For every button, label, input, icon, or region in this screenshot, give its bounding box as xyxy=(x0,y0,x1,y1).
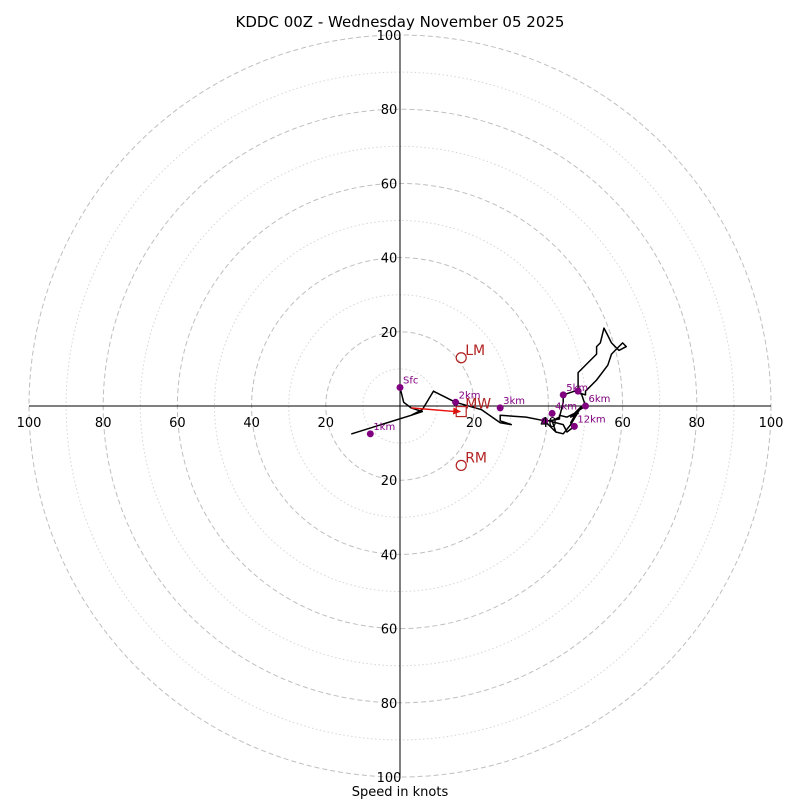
shear-vector-arrowhead xyxy=(453,407,462,415)
hodograph-trace-group xyxy=(351,327,628,435)
y-tick-label: 40 xyxy=(381,252,398,267)
motion-marker-label: LM xyxy=(465,343,485,359)
x-axis-label: Speed in knots xyxy=(352,785,449,800)
height-marker-point xyxy=(366,430,374,438)
x-tick-label: 80 xyxy=(689,416,706,431)
x-tick-label: 20 xyxy=(466,416,483,431)
x-tick-label: 40 xyxy=(243,416,260,431)
motion-marker-circle xyxy=(455,459,467,471)
height-marker-label: 1km xyxy=(373,422,395,433)
height-marker-point xyxy=(574,387,582,395)
height-marker-point xyxy=(559,391,567,399)
axes xyxy=(29,35,771,777)
motion-marker-label: MW xyxy=(465,397,491,413)
tick-labels: 100 80 60 40 20 20 40 60 80 100 100 80 60 40 20 20 40 60 8… xyxy=(17,29,784,786)
y-tick-label: 80 xyxy=(381,697,398,712)
y-tick-label: 60 xyxy=(381,623,398,638)
shear-vector-group xyxy=(411,407,462,415)
y-tick-label: 100 xyxy=(377,771,402,786)
hodograph-trace xyxy=(351,327,628,435)
height-markers: Sfc1km2km3km4km5km6km12km xyxy=(366,375,611,438)
y-tick-label: 60 xyxy=(381,177,398,192)
storm-motion-markers: LM MW RM xyxy=(455,343,491,471)
x-tick-label: 60 xyxy=(614,416,631,431)
height-marker-point xyxy=(496,404,504,412)
y-tick-label: 80 xyxy=(381,103,398,118)
height-marker-point xyxy=(396,383,404,391)
y-tick-label: 20 xyxy=(381,474,398,489)
height-marker-point xyxy=(570,422,578,430)
x-tick-label: 100 xyxy=(17,416,42,431)
shear-vector-line xyxy=(411,407,456,413)
height-marker-point xyxy=(452,398,460,406)
x-tick-label: 20 xyxy=(318,416,335,431)
height-marker-label: 12km xyxy=(577,414,605,425)
x-tick-label: 100 xyxy=(759,416,784,431)
y-tick-label: 40 xyxy=(381,548,398,563)
motion-marker-circle xyxy=(455,352,467,364)
height-marker-point xyxy=(548,409,556,417)
motion-marker-square xyxy=(455,405,467,418)
height-marker-label: 3km xyxy=(503,396,525,407)
x-tick-label: 40 xyxy=(540,416,557,431)
motion-marker-label: RM xyxy=(465,450,487,466)
height-marker-label: 6km xyxy=(589,394,611,405)
height-marker-label: 4km xyxy=(555,401,577,412)
height-marker-label: 2km xyxy=(459,390,481,401)
chart-title: KDDC 00Z - Wednesday November 05 2025 xyxy=(236,13,565,31)
y-tick-label: 20 xyxy=(381,326,398,341)
x-tick-label: 60 xyxy=(169,416,186,431)
y-tick-label: 100 xyxy=(377,29,402,44)
x-tick-label: 80 xyxy=(95,416,112,431)
height-marker-point xyxy=(541,417,549,425)
height-marker-point xyxy=(582,402,589,410)
height-marker-label: Sfc xyxy=(403,375,418,386)
